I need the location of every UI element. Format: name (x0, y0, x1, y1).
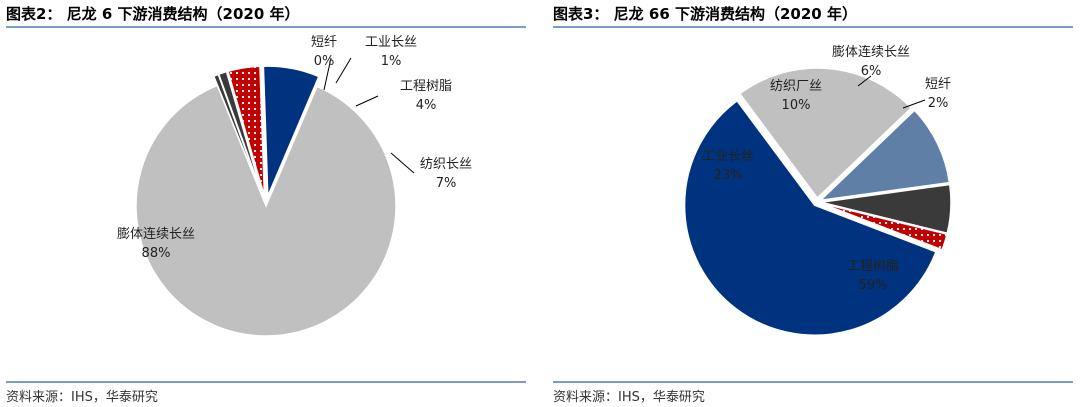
slice-value-label: 1% (381, 54, 402, 69)
slice-label: 膨体连续长丝 (832, 44, 910, 60)
slice-label: 短纤 (311, 35, 337, 50)
slice-label: 短纤 (925, 77, 951, 92)
leader-line (902, 99, 926, 109)
source-note: 资料来源：IHS，华泰研究 (6, 390, 158, 405)
pie-slice (820, 183, 952, 235)
slice-value-label: 0% (314, 54, 335, 69)
chart-panel-nylon6: 图表2： 尼龙 6 下游消费结构（2020 年） 短纤 0% 工业长丝 1% 工程树脂 4… (6, 0, 526, 407)
top-rule (6, 26, 526, 28)
pie-slice (262, 65, 320, 197)
pie-chart-nylon6: 短纤 0% 工业长丝 1% 工程树脂 4% 纺织长丝 7% 膨体连续长丝 88% (117, 35, 472, 337)
slice-label: 工程树脂 (847, 259, 899, 274)
chart-panel-nylon66: 图表3： 尼龙 66 下游消费结构（2020 年） 工程树脂 59% 工业长丝 23%… (553, 0, 1073, 407)
slice-label: 纺织厂丝 (770, 79, 822, 94)
bottom-rule (553, 381, 1073, 383)
source-note: 资料来源：IHS，华泰研究 (553, 390, 705, 405)
pie-chart-nylon66: 工程树脂 59% 工业长丝 23% 纺织厂丝 10% 膨体连续长丝 6% 短纤 2% (683, 44, 952, 336)
slice-label: 纺织长丝 (420, 157, 472, 172)
pie-slice (683, 99, 937, 336)
slice-value-label: 4% (416, 98, 437, 113)
pie-slice (738, 67, 913, 200)
pie-slice (217, 70, 264, 197)
chart-title: 图表3： 尼龙 66 下游消费结构（2020 年） (553, 5, 857, 23)
slice-value-label: 10% (782, 98, 811, 113)
pie-slice (818, 109, 951, 202)
leader-line (335, 57, 352, 84)
slice-value-label: 6% (861, 64, 882, 79)
top-rule (553, 26, 1073, 28)
slice-label: 工业长丝 (365, 35, 417, 50)
slice-label: 工业长丝 (702, 149, 754, 164)
slice-value-label: 2% (928, 96, 949, 111)
chart-title: 图表2： 尼龙 6 下游消费结构（2020 年） (6, 5, 300, 23)
slice-label: 膨体连续长丝 (117, 226, 195, 242)
bottom-rule (6, 381, 526, 383)
slice-value-label: 23% (714, 168, 743, 183)
pie-slice (227, 65, 266, 197)
pie-slice (820, 202, 948, 251)
slice-label: 工程树脂 (400, 79, 452, 94)
leader-line (857, 75, 872, 87)
pie-slice (135, 84, 397, 337)
slice-value-label: 7% (436, 176, 457, 191)
leader-line (323, 57, 332, 91)
leader-line (355, 95, 379, 107)
leader-line (390, 152, 415, 174)
slice-value-label: 88% (142, 246, 171, 261)
slice-value-label: 59% (859, 278, 888, 293)
